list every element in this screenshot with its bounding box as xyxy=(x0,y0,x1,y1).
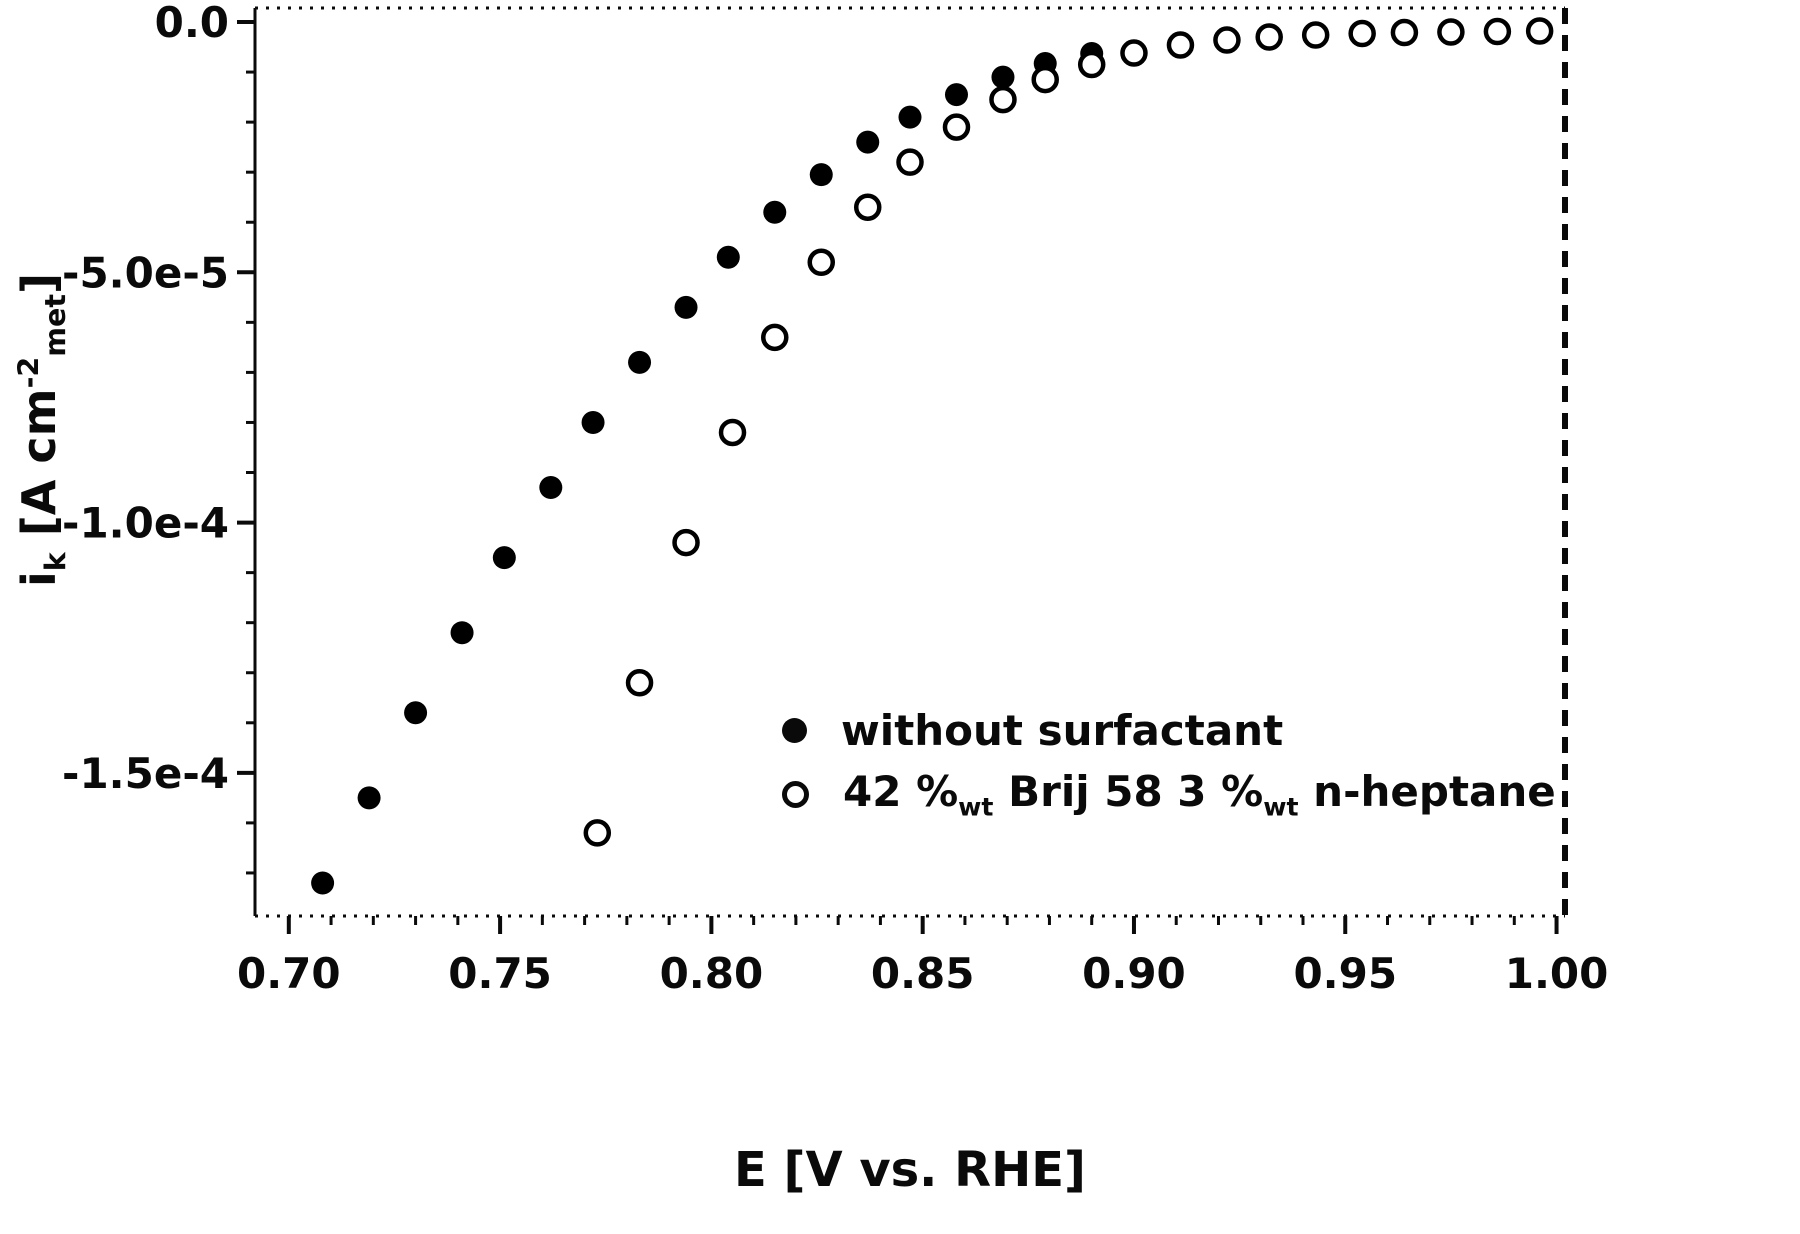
data-point-filled xyxy=(404,701,428,725)
data-point-filled xyxy=(674,295,698,319)
y-tick-label: -5.0e-5 xyxy=(62,248,229,297)
data-point-open xyxy=(896,148,924,176)
data-point-open xyxy=(1390,18,1419,47)
data-point-filled xyxy=(991,65,1015,89)
data-point-open xyxy=(807,248,836,277)
data-point-open xyxy=(1301,21,1330,49)
data-point-open xyxy=(1255,23,1283,51)
data-point-open xyxy=(1120,39,1148,67)
legend-item: 42 %wt Brij 58 3 %wt n-heptane xyxy=(782,762,1556,826)
data-point-open xyxy=(718,418,747,447)
y-tick-label: -1.0e-4 xyxy=(62,499,229,548)
data-point-filled xyxy=(357,786,381,810)
data-point-filled xyxy=(856,130,880,154)
legend-item: without surfactant xyxy=(782,698,1556,762)
data-point-open xyxy=(761,323,789,352)
open-circle-icon xyxy=(782,780,809,808)
data-point-open xyxy=(1077,50,1106,79)
data-point-open xyxy=(1525,17,1554,45)
x-axis-label: E [V vs. RHE] xyxy=(734,1142,1086,1198)
data-point-filled xyxy=(492,546,516,570)
data-point-filled xyxy=(539,476,563,500)
data-point-filled xyxy=(809,163,833,187)
data-point-open xyxy=(583,819,612,847)
x-tick-label: 1.00 xyxy=(1505,949,1609,998)
x-tick-label: 0.95 xyxy=(1293,949,1397,998)
data-point-open xyxy=(1437,18,1465,46)
data-point-filled xyxy=(716,245,740,269)
data-point-open xyxy=(853,193,882,221)
x-tick-label: 0.75 xyxy=(448,949,552,998)
y-tick-label: 0.0 xyxy=(155,0,229,47)
data-point-filled xyxy=(944,83,968,107)
data-point-filled xyxy=(898,105,922,129)
x-tick-label: 0.85 xyxy=(871,949,975,998)
x-tick-label: 0.70 xyxy=(237,949,341,998)
data-point-open xyxy=(942,113,971,141)
x-tick-label: 0.90 xyxy=(1082,949,1186,998)
legend-label: 42 %wt Brij 58 3 %wt n-heptane xyxy=(843,766,1556,822)
y-tick-label: -1.5e-4 xyxy=(62,749,229,798)
data-point-open xyxy=(1031,65,1059,94)
x-tick-label: 0.80 xyxy=(660,949,764,998)
legend: without surfactant 42 %wt Brij 58 3 %wt n… xyxy=(782,698,1556,826)
filled-circle-icon xyxy=(782,717,807,743)
data-point-open xyxy=(989,85,1017,114)
data-point-open xyxy=(1213,26,1241,54)
data-point-open xyxy=(1166,31,1195,59)
data-point-filled xyxy=(450,621,474,645)
data-point-filled xyxy=(628,350,652,374)
data-point-filled xyxy=(581,410,605,434)
data-point-filled xyxy=(763,200,787,224)
data-point-open xyxy=(1483,17,1512,46)
data-point-filled xyxy=(311,871,335,895)
legend-label: without surfactant xyxy=(841,705,1284,755)
data-point-open xyxy=(672,528,700,557)
data-point-open xyxy=(1348,19,1376,48)
data-point-open xyxy=(625,668,654,697)
y-axis-label: ik [A cm-2met] xyxy=(11,272,73,588)
